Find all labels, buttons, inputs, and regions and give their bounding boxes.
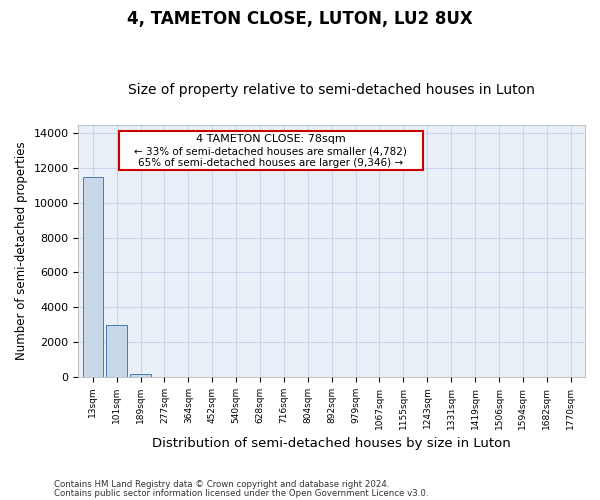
Title: Size of property relative to semi-detached houses in Luton: Size of property relative to semi-detach… [128,83,535,97]
Text: ← 33% of semi-detached houses are smaller (4,782): ← 33% of semi-detached houses are smalle… [134,146,407,156]
Y-axis label: Number of semi-detached properties: Number of semi-detached properties [15,142,28,360]
Bar [83,176,103,377]
Text: Contains public sector information licensed under the Open Government Licence v3: Contains public sector information licen… [54,489,428,498]
FancyBboxPatch shape [119,131,423,170]
Text: 65% of semi-detached houses are larger (9,346) →: 65% of semi-detached houses are larger (… [139,158,403,168]
Bar [130,374,151,377]
Bar [106,324,127,377]
Text: Contains HM Land Registry data © Crown copyright and database right 2024.: Contains HM Land Registry data © Crown c… [54,480,389,489]
X-axis label: Distribution of semi-detached houses by size in Luton: Distribution of semi-detached houses by … [152,437,511,450]
Text: 4 TAMETON CLOSE: 78sqm: 4 TAMETON CLOSE: 78sqm [196,134,346,144]
Text: 4, TAMETON CLOSE, LUTON, LU2 8UX: 4, TAMETON CLOSE, LUTON, LU2 8UX [127,10,473,28]
